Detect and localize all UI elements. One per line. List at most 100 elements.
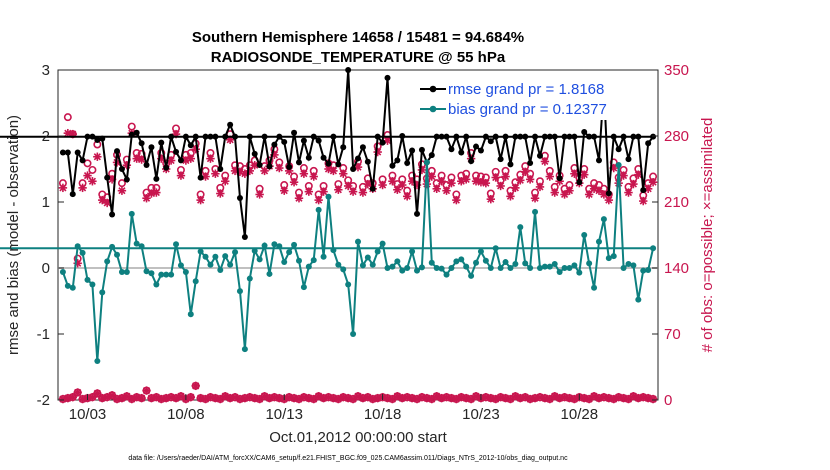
rmse-point [541,133,548,140]
rmse-point [335,161,342,168]
assimilated-marker [560,190,569,199]
rmse-point [487,138,494,145]
assimilated-marker [319,187,328,196]
rmse-point [138,140,145,147]
bias-point [241,346,248,353]
assimilated-marker [481,178,491,188]
bias-point [350,331,357,337]
plot-area [57,69,659,401]
bias-point [448,265,455,271]
rmse-point [591,133,598,140]
rmse-point [266,163,273,170]
rmse-point [414,210,421,217]
chart-subtitle: RADIOSONDE_TEMPERATURE @ 55 hPa [211,49,506,66]
bias-point [428,259,435,266]
rmse-point [79,157,86,164]
x-tick-label: 10/13 [265,406,303,423]
assimilated-marker [211,169,220,178]
bias-point [477,248,484,255]
bias-point [502,259,509,266]
x-tick-label: 10/23 [462,406,500,423]
assimilated-marker [68,392,77,402]
bias-point [286,249,293,256]
bias-point [473,259,480,266]
rmse-point [492,133,499,140]
rmse-point [364,158,371,165]
bias-point [109,243,116,250]
bias-point [330,247,337,254]
bias-point [281,259,288,266]
rmse-point [295,159,302,166]
series-line-0 [0,67,657,240]
assimilated-marker [501,393,510,403]
rmse-point [315,137,322,144]
assimilated-marker [491,173,500,182]
bias-point [620,265,627,271]
bias-point [512,261,519,268]
assimilated-marker [580,170,589,179]
possible-marker [63,113,72,122]
y-right-tick-label: 0 [664,392,672,409]
rmse-point [217,166,224,172]
bias-point [236,288,243,295]
bias-point [453,258,460,265]
bias-point [114,251,121,258]
bias-point [99,289,106,296]
rmse-point [350,166,357,172]
assimilated-marker [452,195,461,205]
rmse-point [394,157,401,164]
bias-point [414,267,421,274]
rmse-point [261,133,268,140]
assimilated-marker [648,178,658,187]
rmse-point [512,133,519,140]
bias-point [443,271,450,278]
bias-point [202,253,209,260]
assimilated-marker [511,183,520,193]
bias-point [212,253,219,260]
bias-point [69,284,76,291]
assimilated-marker [447,178,456,188]
bias-point [463,263,470,270]
bias-point [217,266,224,273]
rmse-point [399,133,406,139]
bias-point [561,265,568,271]
assimilated-marker [550,188,559,197]
rmse-point [384,74,391,81]
rmse-point [473,143,480,150]
assimilated-marker [457,177,466,186]
rmse-point [645,140,652,147]
assimilated-marker [643,393,653,403]
assimilated-marker [343,181,353,191]
assimilated-marker [402,392,412,402]
bias-point [546,263,553,270]
bias-point [433,265,440,271]
rmse-point [325,160,332,167]
bias-point [123,268,130,275]
bias-point [148,270,155,277]
rmse-point [246,133,253,140]
rmse-point [536,152,543,159]
rmse-point [650,133,657,140]
assimilated-marker [471,177,481,186]
rmse-point [522,133,529,140]
assimilated-marker [417,165,427,175]
series-count-3 [58,128,658,268]
series-count-5 [58,381,658,404]
bias-point [232,249,239,256]
y-tick-label: 1 [42,194,50,211]
rmse-point [610,133,617,140]
bias-point [541,263,548,270]
assimilated-marker [117,186,127,195]
bias-point [615,162,622,169]
bias-point [409,248,416,255]
assimilated-marker [402,192,412,201]
bias-point [645,266,652,273]
assimilated-marker [521,167,530,177]
rmse-point [177,157,184,164]
y-tick-label: -1 [37,326,50,343]
y-right-tick-label: 210 [664,194,689,211]
bias-point [187,311,194,318]
chart-title: Southern Hemisphere 14658 / 15481 = 94.6… [192,29,524,46]
assimilated-marker [73,388,82,397]
assimilated-marker [176,171,186,180]
